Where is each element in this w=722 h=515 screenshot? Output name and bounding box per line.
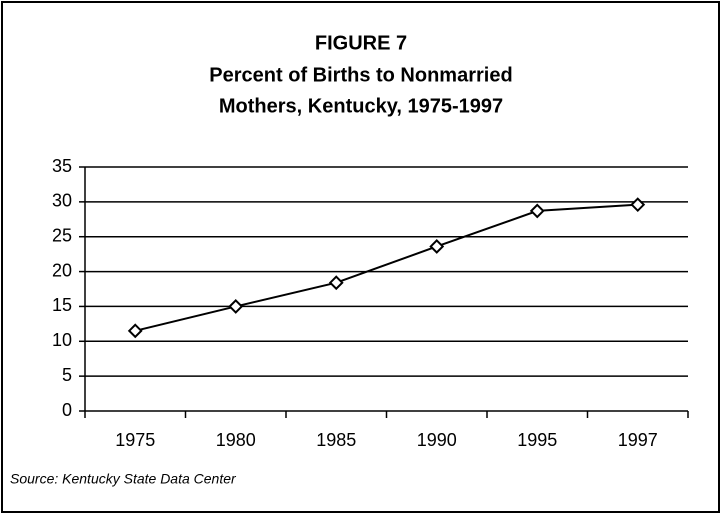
- data-point: [529, 203, 545, 219]
- x-tick-label: 1997: [618, 430, 658, 450]
- x-tick-label: 1980: [216, 430, 256, 450]
- data-line: [135, 203, 638, 332]
- x-tick-label: 1990: [417, 430, 457, 450]
- y-tick-label: 0: [62, 400, 72, 420]
- y-tick-label: 15: [52, 295, 72, 315]
- x-tick-label: 1985: [316, 430, 356, 450]
- chart-title: FIGURE 7: [315, 32, 407, 54]
- data-point: [429, 239, 445, 254]
- data-point: [328, 275, 344, 291]
- chart-subtitle: Percent of Births to Nonmarried: [209, 64, 512, 86]
- data-point: [630, 197, 646, 213]
- data-point: [228, 299, 244, 314]
- y-tick-label: 25: [52, 225, 72, 245]
- x-tick-label: 1975: [115, 430, 155, 450]
- y-tick-label: 30: [52, 191, 72, 211]
- x-tick-label: 1995: [517, 430, 557, 450]
- y-tick-label: 10: [52, 330, 72, 350]
- source-note: Source: Kentucky State Data Center: [10, 471, 237, 487]
- data-point: [127, 323, 143, 339]
- y-tick-label: 5: [62, 365, 72, 385]
- y-tick-label: 35: [52, 156, 72, 176]
- chart-subtitle: Mothers, Kentucky, 1975-1997: [219, 95, 503, 117]
- y-tick-label: 20: [52, 260, 72, 280]
